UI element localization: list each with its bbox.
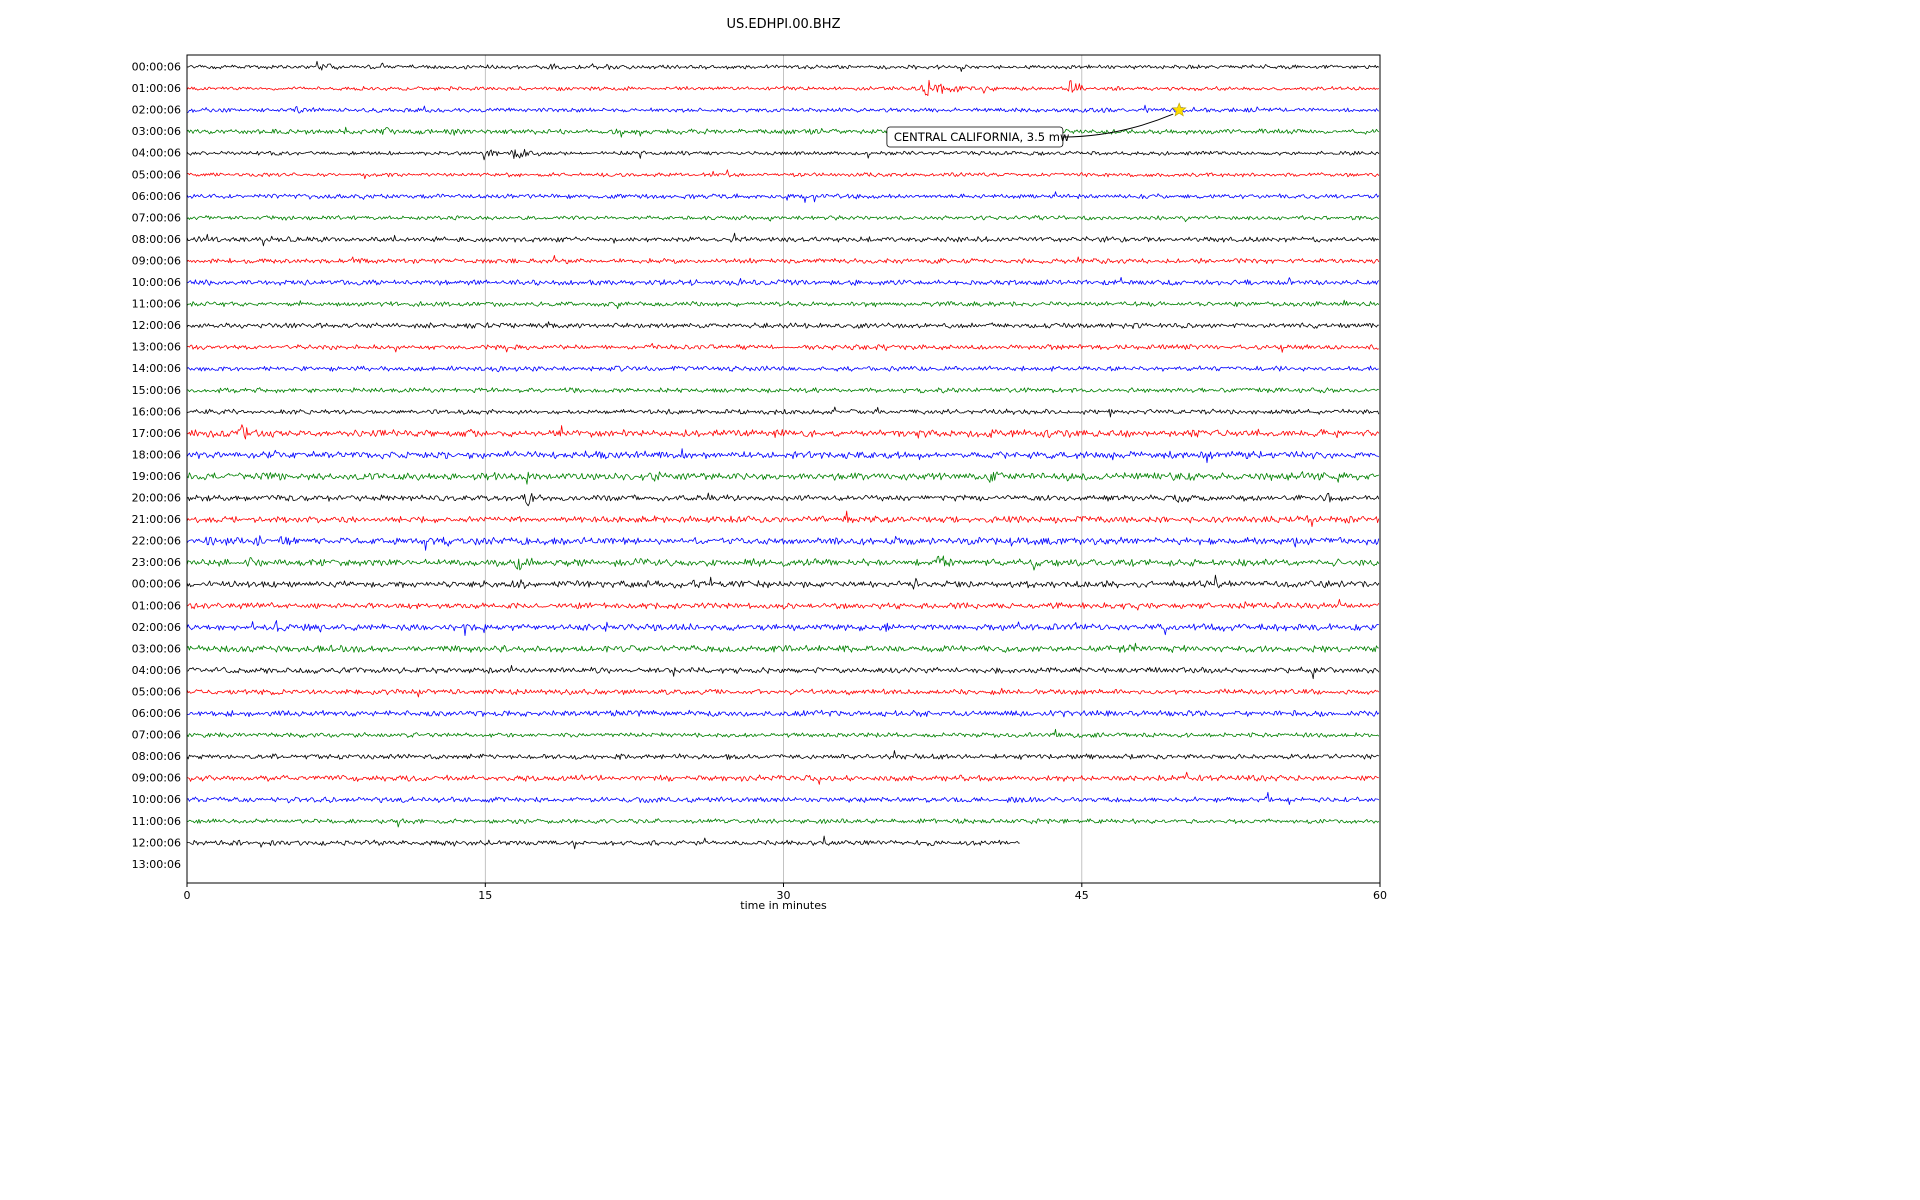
event-annotation-box: [886, 126, 1064, 148]
y-tick-label: 10:00:06: [132, 276, 181, 289]
trace-row: [186, 169, 1380, 180]
trace-row: [186, 687, 1380, 698]
trace-row: [186, 299, 1380, 310]
y-tick-label: 08:00:06: [132, 750, 181, 763]
y-tick-label: 07:00:06: [132, 211, 181, 224]
y-tick-label: 04:00:06: [132, 664, 181, 677]
trace-row: [186, 535, 1380, 551]
trace-row: [186, 215, 1380, 223]
event-star-icon: [1171, 102, 1187, 117]
y-tick-label: 13:00:06: [132, 858, 181, 871]
y-tick-label: 09:00:06: [132, 255, 181, 268]
trace-row: [186, 709, 1380, 718]
trace-row: [186, 492, 1380, 507]
y-tick-label: 12:00:06: [132, 836, 181, 849]
x-tick-label: 45: [1075, 889, 1089, 902]
trace-row: [186, 343, 1379, 353]
y-tick-label: 00:00:06: [132, 61, 181, 74]
y-tick-label: 20:00:06: [132, 492, 181, 505]
trace-row: [186, 191, 1380, 203]
trace-row: [186, 255, 1380, 265]
trace-row: [186, 598, 1380, 611]
trace-row: [186, 148, 1380, 161]
y-tick-label: 19:00:06: [132, 470, 181, 483]
y-tick-label: 14:00:06: [132, 362, 181, 375]
y-tick-label: 15:00:06: [132, 384, 181, 397]
y-tick-label: 16:00:06: [132, 405, 181, 418]
trace-row: [186, 406, 1380, 418]
event-annotation-text: CENTRAL CALIFORNIA, 3.5 mw: [894, 130, 1069, 144]
plot-title: US.EDHPI.00.BHZ: [726, 17, 841, 32]
y-tick-label: 13:00:06: [132, 341, 181, 354]
trace-row: [186, 510, 1380, 527]
trace-row: [186, 750, 1380, 760]
trace-row: [186, 424, 1380, 440]
y-tick-label: 12:00:06: [132, 319, 181, 332]
trace-row: [186, 771, 1379, 785]
trace-row: [186, 126, 1380, 138]
y-tick-label: 09:00:06: [132, 772, 181, 785]
y-tick-label: 04:00:06: [132, 147, 181, 160]
x-axis-label: time in minutes: [740, 899, 827, 912]
trace-row: [186, 791, 1380, 805]
y-tick-label: 07:00:06: [132, 729, 181, 742]
trace-row: [186, 574, 1380, 590]
trace-row: [186, 232, 1380, 247]
y-tick-label: 03:00:06: [132, 642, 181, 655]
trace-row: [186, 555, 1380, 571]
y-tick-label: 11:00:06: [132, 815, 181, 828]
y-tick-label: 01:00:06: [132, 82, 181, 95]
y-tick-label: 00:00:06: [132, 578, 181, 591]
trace-row: [186, 835, 1020, 850]
y-tick-label: 17:00:06: [132, 427, 181, 440]
y-tick-label: 03:00:06: [132, 125, 181, 138]
y-tick-label: 08:00:06: [132, 233, 181, 246]
x-tick-label: 15: [478, 889, 492, 902]
y-tick-label: 06:00:06: [132, 190, 181, 203]
annotation-connector: [1062, 113, 1174, 138]
y-tick-label: 23:00:06: [132, 556, 181, 569]
y-tick-label: 01:00:06: [132, 599, 181, 612]
trace-row: [186, 104, 1380, 114]
trace-row: [186, 321, 1379, 329]
y-tick-label: 11:00:06: [132, 298, 181, 311]
y-tick-label: 02:00:06: [132, 104, 181, 117]
y-tick-label: 02:00:06: [132, 621, 181, 634]
x-tick-label: 30: [777, 889, 791, 902]
trace-row: [186, 60, 1380, 72]
trace-row: [186, 642, 1379, 653]
trace-row: [186, 365, 1379, 373]
x-tick-label: 0: [184, 889, 191, 902]
y-tick-label: 05:00:06: [132, 686, 181, 699]
trace-row: [186, 387, 1379, 394]
trace-row: [186, 471, 1380, 485]
trace-row: [186, 79, 1380, 96]
y-tick-label: 06:00:06: [132, 707, 181, 720]
y-tick-label: 10:00:06: [132, 793, 181, 806]
trace-row: [186, 448, 1380, 464]
trace-row: [186, 277, 1380, 286]
trace-row: [186, 620, 1379, 636]
y-tick-label: 18:00:06: [132, 448, 181, 461]
trace-row: [186, 728, 1380, 738]
x-tick-label: 60: [1373, 889, 1387, 902]
trace-row: [186, 665, 1380, 680]
y-tick-label: 21:00:06: [132, 513, 181, 526]
y-tick-label: 05:00:06: [132, 168, 181, 181]
trace-row: [186, 818, 1380, 828]
y-tick-label: 22:00:06: [132, 535, 181, 548]
